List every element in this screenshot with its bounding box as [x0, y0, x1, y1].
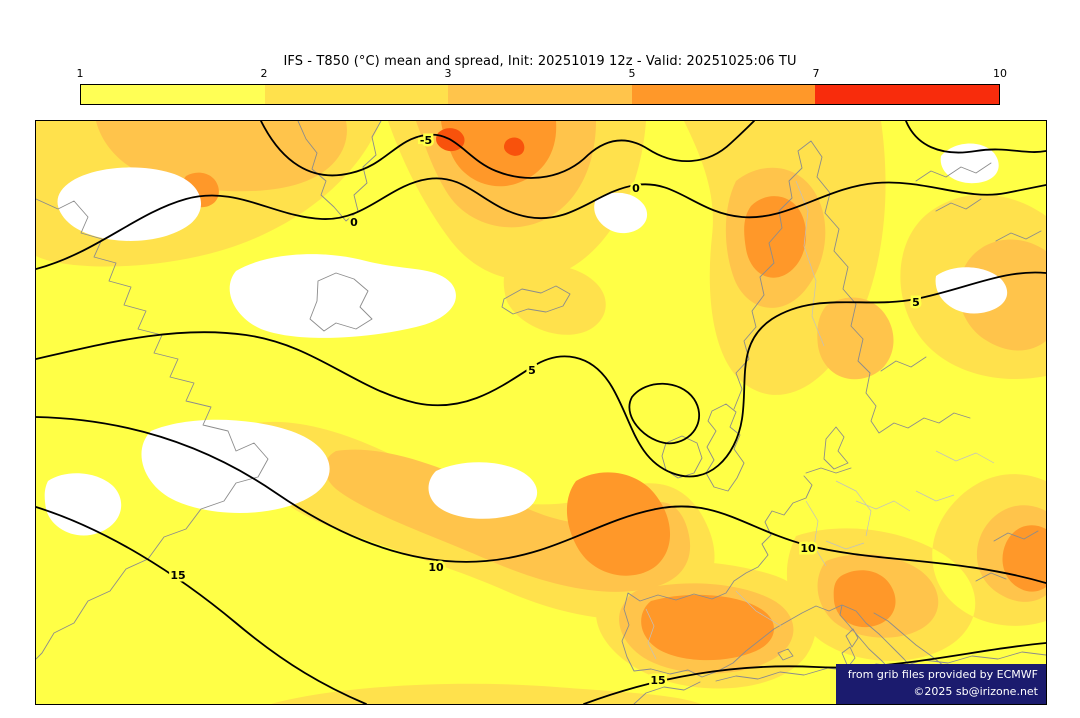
contour-label: 15 [650, 674, 665, 687]
colorbar-segment-1-2 [81, 85, 265, 104]
credits-copyright: ©2025 sb@irizone.net [913, 684, 1038, 698]
colorbar-tick-10: 10 [993, 67, 1007, 80]
contour-label: 0 [350, 216, 358, 229]
colorbar-segment-2-3 [264, 85, 449, 104]
contour-label: -5 [420, 134, 432, 147]
colorbar-segment-3-5 [448, 85, 632, 104]
contour-label: 5 [912, 296, 920, 309]
colorbar-segment-5-7 [631, 85, 816, 104]
spread-fill-clear [44, 143, 1008, 536]
spread-fill-level4 [182, 121, 1046, 661]
colorbar-tick-2: 2 [260, 67, 268, 80]
coastlines [36, 121, 1046, 704]
contour-label: 0 [632, 182, 640, 195]
credits-box: from grib files provided by ECMWF ©2025 … [835, 664, 1046, 704]
chart-title: IFS - T850 (°C) mean and spread, Init: 2… [283, 54, 797, 69]
contour-label: 15 [170, 569, 185, 582]
colorbar-tick-1: 1 [76, 67, 84, 80]
colorbar-segment-7-10 [815, 85, 999, 104]
colorbar-tick-labels: 1 2 3 5 7 10 [76, 67, 1008, 81]
map-frame: 0 -5 0 5 5 10 10 15 15 from grib files p… [35, 120, 1047, 705]
map-svg: 0 -5 0 5 5 10 10 15 15 [36, 121, 1046, 704]
contour-label: 5 [528, 364, 536, 377]
contour-label: 10 [800, 542, 816, 555]
colorbar-tick-3: 3 [444, 67, 452, 80]
colorbar-tick-7: 7 [812, 67, 820, 80]
contour-labels: 0 -5 0 5 5 10 10 15 15 [168, 132, 922, 690]
credits-source: from grib files provided by ECMWF [847, 668, 1038, 681]
spread-colorbar [80, 84, 1000, 105]
colorbar-tick-5: 5 [628, 67, 636, 80]
temperature-contours [36, 121, 1046, 704]
spread-fill-level5 [436, 128, 525, 156]
country-borders [645, 180, 995, 660]
contour-label: 10 [428, 561, 444, 574]
